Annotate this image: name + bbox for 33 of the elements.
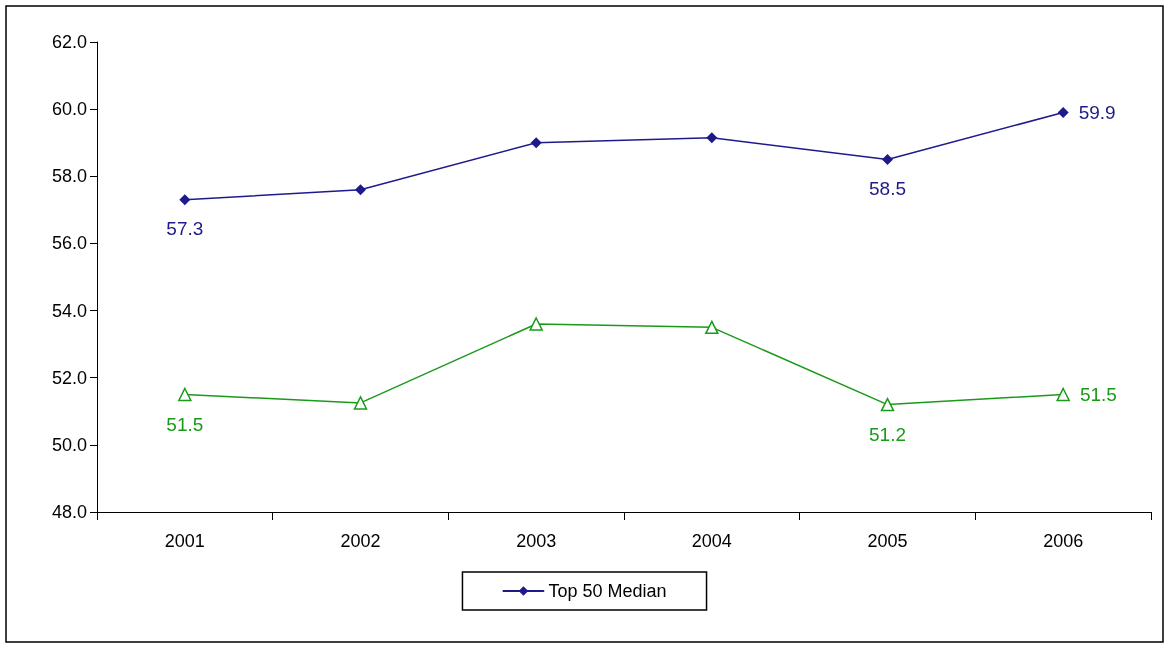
y-tick-label: 56.0: [51, 233, 87, 254]
x-tick-label: 2001: [164, 531, 205, 551]
y-tick-label: 58.0: [51, 166, 87, 187]
point: [355, 184, 366, 196]
x-tick-label: 2003: [516, 531, 557, 551]
y-tick-label: 54.0: [51, 300, 87, 321]
point: [880, 397, 895, 412]
y-tick-label: 52.0: [51, 367, 87, 388]
point: [179, 194, 191, 206]
y-tick-label: 60.0: [51, 99, 87, 120]
point: [1056, 387, 1070, 402]
point: [178, 387, 192, 402]
point: [882, 154, 893, 165]
x-tick-label: 2005: [867, 531, 908, 551]
point: [705, 320, 719, 335]
x-tick-label: 2006: [1043, 531, 1084, 551]
point: [530, 137, 542, 149]
y-tick-label: 62.0: [51, 32, 87, 52]
x-tick-label: 2004: [691, 531, 732, 551]
data-label: 51.2: [869, 424, 906, 446]
x-tick-label: 2002: [340, 531, 381, 551]
point: [1057, 107, 1069, 118]
point: [529, 317, 543, 331]
point: [353, 396, 368, 410]
data-label: 58.5: [869, 178, 906, 199]
y-tick-label: 50.0: [51, 434, 87, 455]
legend-label: Top 50 Median: [548, 581, 667, 601]
data-label: 57.3: [166, 218, 204, 240]
y-tick-label: 48.0: [51, 502, 87, 522]
data-label: 51.5: [1079, 384, 1117, 405]
data-label: 59.9: [1078, 102, 1116, 123]
point: [706, 132, 718, 144]
data-label: 51.5: [166, 414, 204, 436]
